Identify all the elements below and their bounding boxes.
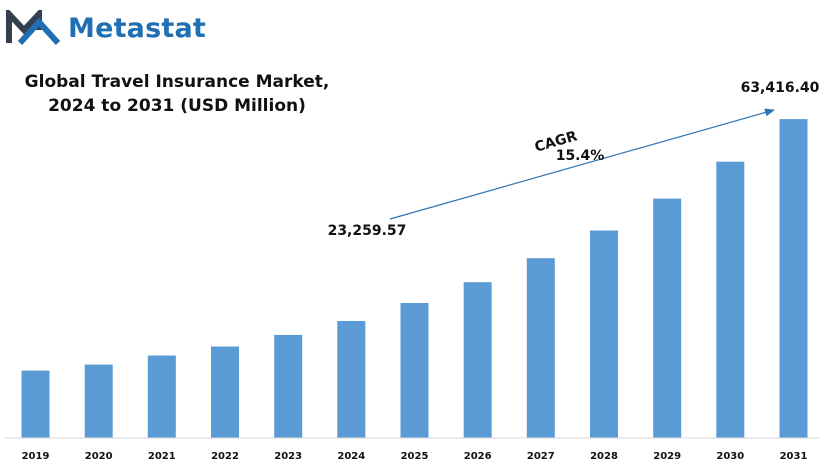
bar-2029 bbox=[653, 198, 682, 438]
x-tick-label-2030: 2030 bbox=[716, 451, 744, 462]
x-tick-label-2021: 2021 bbox=[148, 451, 176, 462]
cagr-annotation: 23,259.57 63,416.40 CAGR 15.4% bbox=[328, 80, 820, 239]
bar-2027 bbox=[526, 258, 555, 438]
bar-2024 bbox=[337, 321, 366, 438]
bar-2030 bbox=[716, 161, 745, 438]
bar-2020 bbox=[84, 364, 113, 438]
chart-title-line-1: Global Travel Insurance Market, bbox=[24, 72, 330, 92]
metastat-m-logo-icon bbox=[6, 10, 61, 46]
x-tick-label-2025: 2025 bbox=[401, 451, 429, 462]
brand-logo[interactable]: Metastat bbox=[6, 8, 206, 48]
bar-2025 bbox=[400, 303, 429, 438]
bar-2021 bbox=[147, 355, 176, 438]
x-tick-label-2029: 2029 bbox=[653, 451, 681, 462]
bar-2026 bbox=[463, 282, 492, 438]
x-tick-label-2020: 2020 bbox=[85, 451, 113, 462]
bars-layer bbox=[21, 119, 808, 438]
x-tick-label-2024: 2024 bbox=[337, 451, 365, 462]
start-value-label: 23,259.57 bbox=[328, 223, 407, 239]
x-tick-label-2022: 2022 bbox=[211, 451, 239, 462]
bar-2022 bbox=[211, 346, 239, 438]
brand-name: Metastat bbox=[68, 12, 207, 44]
bar-2019 bbox=[21, 370, 50, 438]
cagr-arrow bbox=[389, 108, 775, 220]
x-tick-label-2023: 2023 bbox=[274, 451, 302, 462]
chart-title-line-2: 2024 to 2031 (USD Million) bbox=[48, 96, 306, 116]
x-tick-label-2026: 2026 bbox=[464, 451, 492, 462]
bar-2028 bbox=[590, 230, 618, 438]
x-tick-label-2019: 2019 bbox=[22, 451, 50, 462]
x-axis-ticks: 2019 2020 2021 2022 2023 2024 2025 2026 2027 2028… bbox=[22, 451, 808, 462]
end-value-label: 63,416.40 bbox=[741, 80, 820, 96]
bar-2031 bbox=[779, 119, 808, 438]
cagr-value: 15.4% bbox=[556, 148, 605, 164]
x-tick-label-2027: 2027 bbox=[527, 451, 555, 462]
chart-title: Global Travel Insurance Market, 2024 to … bbox=[12, 70, 342, 118]
x-tick-label-2028: 2028 bbox=[590, 451, 618, 462]
bar-2023 bbox=[274, 334, 303, 438]
x-tick-label-2031: 2031 bbox=[780, 451, 808, 462]
